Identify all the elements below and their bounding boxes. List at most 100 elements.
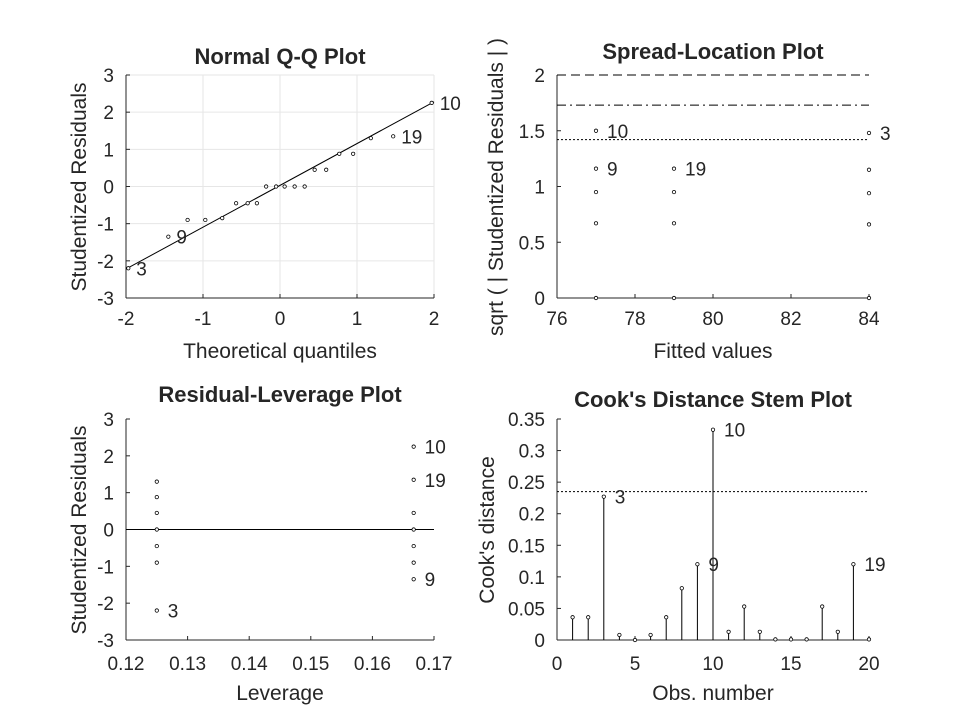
- data-point: [166, 234, 171, 239]
- data-point: [185, 217, 190, 223]
- point-annotation: 9: [425, 570, 436, 591]
- y-tick-label: 2: [534, 66, 545, 87]
- y-tick-label: -3: [97, 289, 114, 310]
- x-tick-label: 84: [858, 309, 880, 330]
- point-annotation: 19: [401, 127, 422, 148]
- x-tick-label: 0.16: [354, 654, 391, 675]
- stem-marker: [648, 632, 653, 638]
- y-tick-label: -1: [97, 215, 114, 236]
- data-point: [593, 221, 599, 226]
- data-point: [866, 167, 872, 172]
- data-point: [671, 295, 677, 301]
- data-point: [234, 201, 239, 206]
- y-tick-label: 3: [103, 66, 114, 87]
- point-annotation: 3: [615, 488, 626, 509]
- x-tick-label: 0.13: [169, 654, 206, 675]
- data-point: [282, 184, 287, 189]
- point-annotation: 10: [607, 122, 628, 143]
- data-point: [593, 128, 599, 133]
- data-point: [866, 130, 872, 136]
- data-point: [302, 184, 307, 189]
- data-point: [866, 295, 872, 301]
- subplot-4: 0 5 10 15 20 0 0.05 0.1 0.15 0.2 0.25 0.3 0.35 10 3 9 19…: [476, 387, 886, 705]
- x-tick-label: -2: [118, 309, 135, 330]
- stem-marker: [586, 615, 591, 620]
- data-point: [593, 166, 599, 171]
- subplot-2: 76 78 80 82 84 0 0.5 1 1.5 2 10 9 19 3 Spread-Location…: [485, 38, 891, 363]
- y-tick-label: 0.2: [519, 505, 545, 526]
- data-point: [593, 189, 599, 195]
- x-tick-label: 0.12: [108, 654, 145, 675]
- data-point: [264, 184, 269, 189]
- data-point: [220, 215, 225, 221]
- stem-marker: [601, 494, 606, 499]
- x-tick-label: 80: [702, 309, 723, 330]
- stem-marker: [632, 637, 638, 643]
- data-point: [411, 510, 416, 516]
- point-annotation: 10: [724, 421, 745, 442]
- stem-marker: [851, 562, 856, 567]
- x-axis-label: Obs. number: [652, 682, 773, 705]
- y-tick-label: -3: [97, 631, 114, 652]
- y-tick-label: 0: [534, 289, 545, 310]
- qq-reference-line: [125, 101, 435, 270]
- data-point: [866, 191, 872, 196]
- point-annotation: 3: [880, 124, 891, 145]
- x-tick-label: 5: [630, 654, 641, 675]
- data-point: [292, 184, 297, 189]
- point-annotation: 19: [425, 471, 446, 492]
- data-point: [411, 444, 416, 449]
- point-annotation: 3: [168, 602, 179, 623]
- stem-marker: [742, 604, 747, 609]
- data-point: [154, 543, 159, 549]
- y-axis-label: Cook's distance: [476, 456, 499, 604]
- data-point: [671, 221, 677, 226]
- subplot-title: Residual-Leverage Plot: [158, 382, 402, 407]
- x-tick-label: 10: [702, 654, 723, 675]
- data-point: [866, 222, 872, 227]
- y-tick-label: -2: [97, 252, 114, 273]
- data-point: [411, 527, 416, 532]
- point-annotation: 3: [136, 259, 147, 280]
- y-tick-label: 1: [103, 140, 114, 161]
- data-point: [154, 608, 159, 613]
- data-point: [411, 577, 416, 582]
- x-tick-label: 76: [546, 309, 567, 330]
- data-point: [429, 100, 434, 105]
- y-tick-label: 0.1: [519, 568, 545, 589]
- y-tick-label: 2: [103, 103, 114, 124]
- data-point: [245, 201, 250, 206]
- point-annotation: 10: [425, 438, 446, 459]
- data-point: [154, 494, 159, 500]
- data-point: [203, 217, 208, 223]
- data-point: [671, 166, 677, 171]
- data-point: [254, 201, 259, 206]
- x-tick-label: -1: [195, 309, 212, 330]
- x-tick-label: 0.15: [292, 654, 329, 675]
- y-tick-label: 1: [103, 484, 114, 505]
- y-tick-label: 1: [534, 178, 545, 199]
- x-tick-label: 0: [275, 309, 286, 330]
- data-point: [312, 167, 317, 172]
- stem-marker: [664, 615, 669, 620]
- stem-marker: [570, 615, 575, 620]
- data-point: [154, 527, 159, 532]
- point-annotation: 9: [607, 160, 618, 181]
- x-tick-label: 20: [858, 654, 879, 675]
- x-tick-label: 0.17: [416, 654, 453, 675]
- y-tick-label: 0.15: [508, 536, 545, 557]
- data-point: [154, 560, 159, 565]
- stem-marker: [726, 629, 731, 634]
- y-tick-label: 0.35: [508, 410, 545, 431]
- point-annotation: 10: [440, 94, 461, 115]
- x-axis-label: Theoretical quantiles: [183, 340, 377, 363]
- point-annotation: 9: [176, 228, 187, 249]
- stem-marker: [866, 637, 872, 642]
- x-tick-label: 15: [780, 654, 801, 675]
- y-axis-label: sqrt ( | Studentized Residuals | ): [485, 38, 508, 336]
- stem-marker: [710, 427, 716, 432]
- stem-marker: [695, 562, 700, 567]
- data-point: [126, 266, 131, 271]
